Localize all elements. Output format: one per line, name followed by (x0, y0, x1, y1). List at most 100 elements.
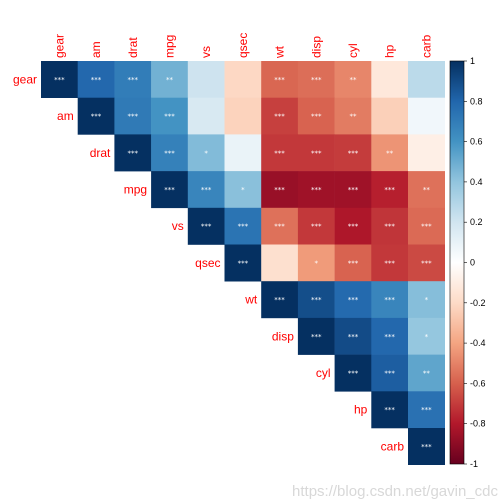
heatmap-cell-drat-hp (371, 134, 409, 172)
heatmap-cell-am-disp (297, 97, 335, 135)
significance-label-gear-disp: *** (311, 76, 322, 84)
heatmap-cell-gear-wt (261, 61, 299, 98)
column-label-disp: disp (309, 36, 323, 58)
column-label-mpg: mpg (162, 35, 176, 58)
heatmap-cell-am-qsec (224, 97, 262, 135)
heatmap-cell-mpg-vs (187, 171, 225, 209)
heatmap-cell-vs-cyl (334, 207, 372, 245)
significance-label-vs-vs: *** (201, 223, 212, 231)
heatmap-cell-gear-cyl (334, 61, 372, 98)
colorbar-tick-label: 0 (470, 258, 475, 268)
colorbar-tick-label: -0.4 (470, 338, 486, 348)
significance-label-vs-wt: *** (274, 223, 285, 231)
significance-label-carb-carb: *** (421, 443, 432, 451)
colorbar-tick-label: 0.8 (470, 96, 483, 106)
significance-label-vs-cyl: *** (348, 223, 359, 231)
heatmap-cell-cyl-hp (371, 354, 409, 392)
significance-label-mpg-wt: *** (274, 186, 285, 194)
heatmap-cell-mpg-hp (371, 171, 409, 209)
heatmap-cell-am-hp (371, 97, 409, 135)
colorbar-tick-label: 0.6 (470, 137, 483, 147)
colorbar-tick-label: -1 (470, 459, 478, 469)
heatmap-cell-wt-disp (297, 281, 335, 319)
heatmap-cell-disp-carb (408, 317, 445, 355)
significance-label-gear-cyl: ** (349, 76, 357, 84)
heatmap-cell-gear-disp (297, 61, 335, 98)
variable-labels: gear am drat mpg vs qsec wt disp cyl hp carb gear am… (13, 33, 433, 454)
row-label-wt: wt (244, 293, 258, 307)
significance-label-drat-disp: *** (311, 149, 322, 157)
colorbar-tick-label: 1 (470, 56, 475, 66)
heatmap-cell-qsec-cyl (334, 244, 372, 282)
heatmap-cell-drat-mpg (151, 134, 189, 172)
row-label-drat: drat (90, 146, 111, 160)
heatmap-cell-qsec-carb (408, 244, 445, 282)
significance-label-am-disp: *** (311, 113, 322, 121)
significance-label-drat-drat: *** (128, 149, 139, 157)
colorbar-tick-label: -0.8 (470, 419, 486, 429)
significance-label-mpg-cyl: *** (348, 186, 359, 194)
significance-label-qsec-cyl: *** (348, 259, 359, 267)
heatmap-cell-vs-carb (408, 207, 445, 245)
significance-label-drat-hp: ** (386, 149, 394, 157)
colorbar: 1 0.8 0.6 0.4 0.2 0 -0.2 -0.4 -0.6 -0.8 -1 (449, 56, 486, 469)
significance-label-am-wt: *** (274, 113, 285, 121)
column-label-hp: hp (383, 44, 397, 58)
heatmap-cell-vs-wt (261, 207, 299, 245)
heatmap-cell-wt-hp (371, 281, 409, 319)
heatmap-cell-am-drat (114, 97, 152, 135)
significance-label-gear-drat: *** (128, 76, 139, 84)
colorbar-tick-label: 0.2 (470, 217, 483, 227)
colorbar-tick-label: -0.6 (470, 378, 486, 388)
heatmap-cell-qsec-qsec (224, 244, 262, 282)
row-label-am: am (57, 109, 74, 123)
significance-label-vs-disp: *** (311, 223, 322, 231)
significance-label-wt-disp: *** (311, 296, 322, 304)
heatmap-cell-am-wt (261, 97, 299, 135)
significance-label-cyl-hp: *** (384, 369, 395, 377)
significance-label-gear-mpg: ** (166, 76, 174, 84)
significance-label-gear-gear: *** (54, 76, 65, 84)
heatmap-cell-drat-vs (187, 134, 225, 172)
heatmap-cell-am-carb (408, 97, 445, 135)
heatmap-cell-disp-hp (371, 317, 409, 355)
significance-label-drat-wt: *** (274, 149, 285, 157)
heatmap-cells: *** *** *** ** *** *** ***** *** *** *** *** ***** *… (41, 61, 445, 465)
heatmap-cell-drat-carb (408, 134, 445, 172)
heatmap-cell-vs-vs (187, 207, 225, 245)
significance-label-cyl-carb: ** (423, 369, 431, 377)
heatmap-cell-drat-drat (114, 134, 152, 172)
significance-label-mpg-disp: *** (311, 186, 322, 194)
significance-label-am-am: *** (91, 113, 102, 121)
column-label-am: am (89, 41, 103, 58)
heatmap-cell-qsec-wt (261, 244, 299, 282)
significance-label-wt-cyl: *** (348, 296, 359, 304)
significance-label-gear-wt: *** (274, 76, 285, 84)
heatmap-cell-mpg-carb (408, 171, 445, 209)
heatmap-cell-vs-qsec (224, 207, 262, 245)
significance-label-hp-carb: *** (421, 406, 432, 414)
significance-label-am-drat: *** (128, 113, 139, 121)
heatmap-cell-gear-vs (187, 61, 225, 98)
significance-label-mpg-mpg: *** (164, 186, 175, 194)
heatmap-cell-mpg-mpg (151, 171, 189, 209)
heatmap-cell-am-vs (187, 97, 225, 135)
heatmap-cell-qsec-disp (297, 244, 335, 282)
row-label-gear: gear (13, 72, 37, 86)
heatmap-cell-gear-qsec (224, 61, 262, 98)
heatmap-cell-gear-drat (114, 61, 152, 98)
significance-label-disp-hp: *** (384, 333, 395, 341)
significance-label-vs-qsec: *** (238, 223, 249, 231)
significance-label-am-mpg: *** (164, 113, 175, 121)
significance-label-drat-vs: * (204, 149, 208, 157)
heatmap-cell-am-mpg (151, 97, 189, 135)
heatmap-cell-wt-carb (408, 281, 445, 319)
heatmap-cell-drat-wt (261, 134, 299, 172)
colorbar-tick-label: -0.2 (470, 298, 486, 308)
heatmap-cell-cyl-carb (408, 354, 445, 392)
heatmap-cell-drat-cyl (334, 134, 372, 172)
row-label-vs: vs (172, 219, 184, 233)
significance-label-drat-mpg: *** (164, 149, 175, 157)
significance-label-hp-hp: *** (384, 406, 395, 414)
